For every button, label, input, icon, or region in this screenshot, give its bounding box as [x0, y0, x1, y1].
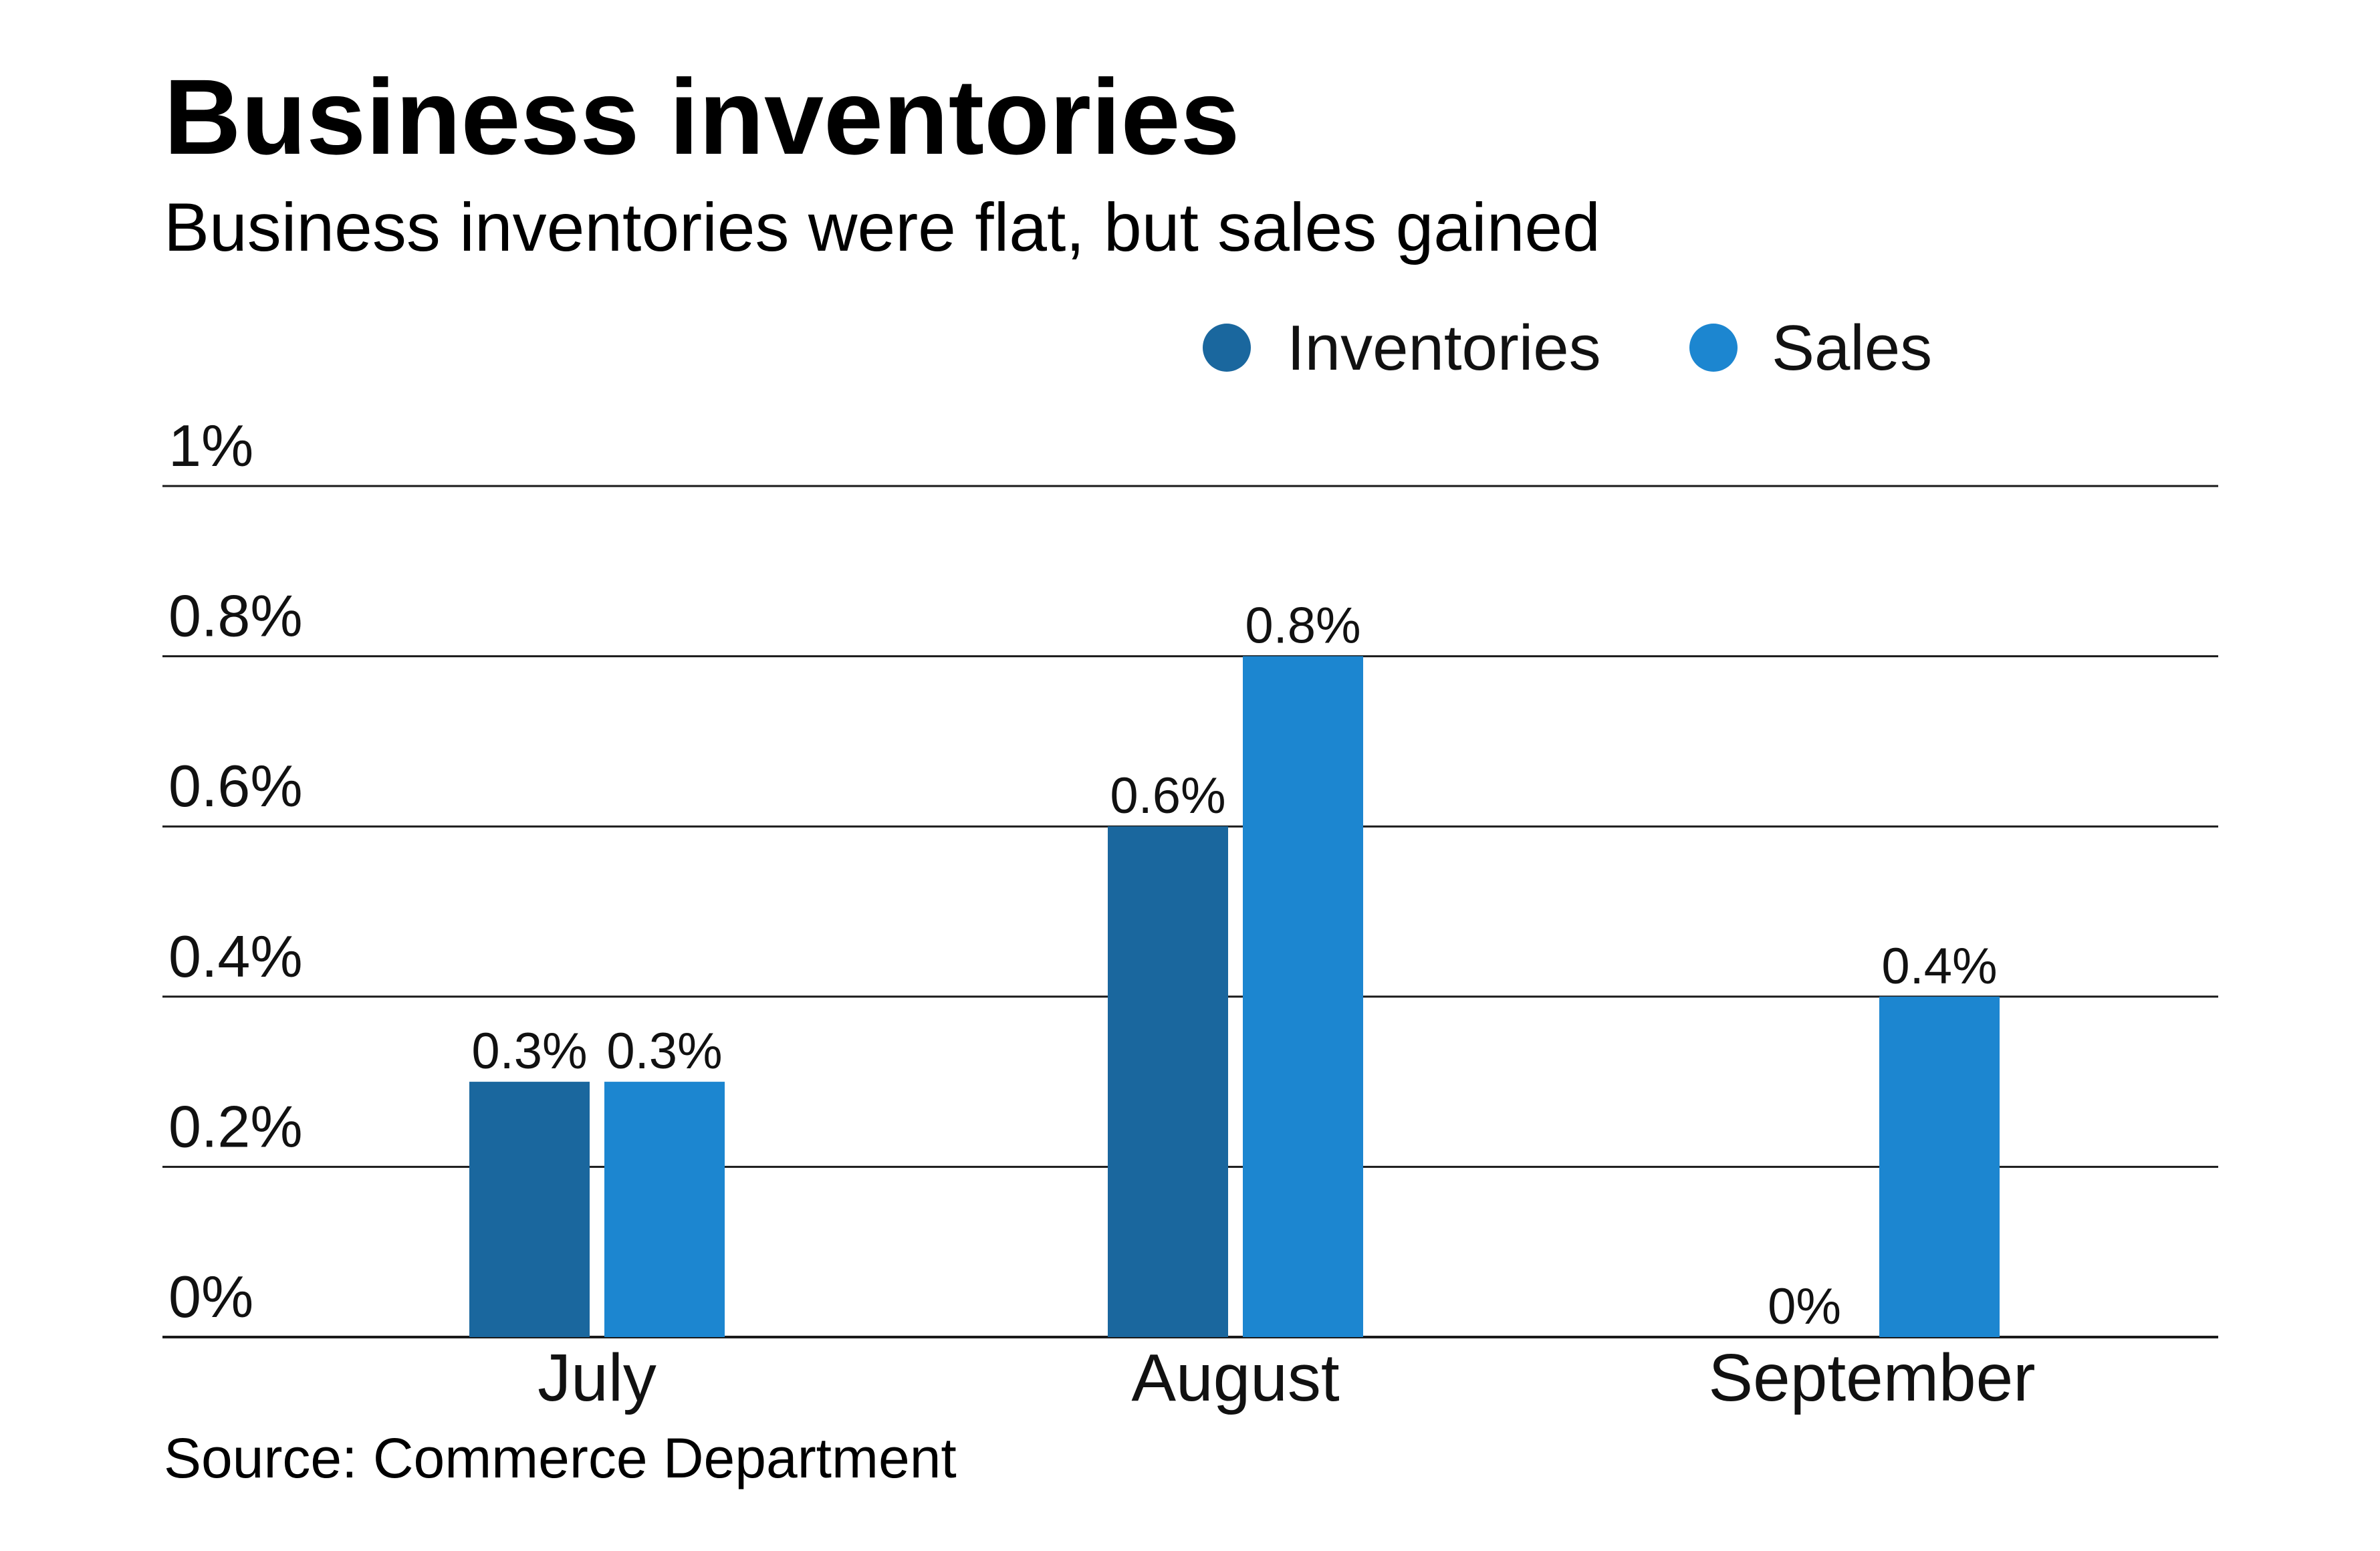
chart-title: Business inventories: [164, 57, 1239, 176]
data-label: 0.6%: [1110, 767, 1225, 824]
y-tick-label: 0.8%: [168, 583, 303, 649]
y-tick-label: 1%: [168, 412, 253, 479]
chart-subtitle: Business inventories were flat, but sale…: [164, 189, 1600, 265]
y-tick-label: 0.2%: [168, 1093, 303, 1159]
x-tick-label: August: [1131, 1340, 1340, 1415]
y-tick-label: 0.4%: [168, 923, 303, 989]
x-axis-tick-labels: July August September: [538, 1340, 2036, 1415]
legend-swatch-inventories: [1203, 324, 1251, 372]
legend-label-inventories: Inventories: [1287, 312, 1601, 384]
bars: [469, 656, 2000, 1337]
source-note: Source: Commerce Department: [164, 1427, 957, 1489]
bar-value-labels: 0.3% 0.3% 0.6% 0.8% 0% 0.4%: [471, 598, 1997, 1335]
bar-inventories-august: [1108, 826, 1228, 1337]
data-label: 0.4%: [1881, 938, 1997, 995]
data-label: 0.3%: [606, 1023, 722, 1080]
bar-sales-july: [604, 1082, 725, 1337]
x-tick-label: September: [1708, 1340, 2035, 1415]
data-label: 0.8%: [1245, 598, 1360, 654]
x-tick-label: July: [538, 1340, 657, 1415]
y-axis-tick-labels: 0% 0.2% 0.4% 0.6% 0.8% 1%: [168, 412, 303, 1330]
legend: Inventories Sales: [1203, 312, 1932, 384]
legend-label-sales: Sales: [1772, 312, 1932, 384]
y-tick-label: 0%: [168, 1264, 253, 1330]
y-tick-label: 0.6%: [168, 753, 303, 819]
data-label: 0.3%: [471, 1023, 587, 1080]
legend-swatch-sales: [1689, 324, 1738, 372]
data-label: 0%: [1768, 1278, 1841, 1335]
bar-sales-august: [1243, 656, 1363, 1337]
bar-sales-september: [1879, 996, 2000, 1337]
bar-inventories-july: [469, 1082, 590, 1337]
